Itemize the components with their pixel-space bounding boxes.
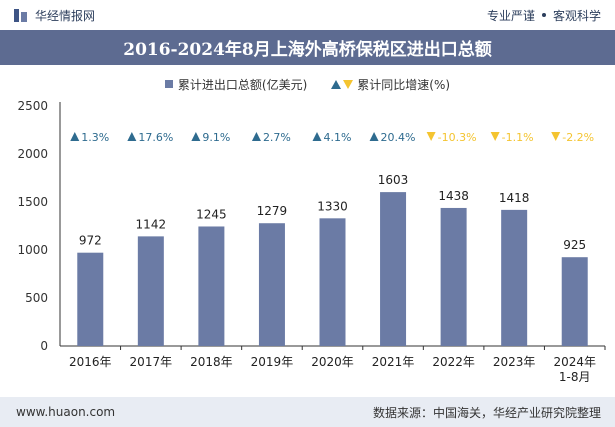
bar bbox=[380, 192, 407, 346]
bar-value-label: 972 bbox=[79, 234, 102, 248]
x-tick-label: 2018年 bbox=[190, 355, 233, 369]
brand: 华经情报网 bbox=[14, 7, 95, 24]
y-tick-label: 2000 bbox=[17, 147, 48, 161]
growth-up-marker bbox=[251, 132, 261, 141]
chart-title: 2016-2024年8月上海外高桥保税区进出口总额 bbox=[123, 40, 492, 60]
growth-label: -10.3% bbox=[438, 131, 477, 144]
bar-value-label: 1438 bbox=[438, 189, 469, 203]
growth-label: -1.1% bbox=[502, 131, 534, 144]
bar bbox=[319, 218, 346, 346]
bar bbox=[77, 252, 104, 346]
bar-value-label: 1330 bbox=[317, 199, 348, 213]
growth-label: -2.2% bbox=[562, 131, 594, 144]
slogan: 专业严谨 客观科学 bbox=[487, 7, 601, 24]
growth-label: 1.3% bbox=[81, 131, 109, 144]
bar bbox=[137, 236, 164, 346]
growth-down-marker bbox=[551, 132, 561, 141]
growth-label: 17.6% bbox=[138, 131, 173, 144]
bar-value-label: 1279 bbox=[257, 204, 288, 218]
top-bar: 华经情报网 专业严谨 客观科学 bbox=[0, 0, 615, 30]
legend-bar-label: 累计进出口总额(亿美元) bbox=[177, 77, 308, 92]
bar bbox=[258, 223, 285, 346]
slogan-right: 客观科学 bbox=[552, 8, 601, 23]
x-tick-label: 2019年 bbox=[251, 355, 294, 369]
legend: 累计进出口总额(亿美元) 累计同比增速(%) bbox=[0, 74, 615, 94]
x-tick-label: 2024年 bbox=[553, 355, 596, 369]
y-tick-label: 1000 bbox=[17, 243, 48, 257]
footer: www.huaon.com 数据来源：中国海关，华经产业研究院整理 bbox=[0, 397, 615, 427]
brand-logo-icon bbox=[14, 8, 27, 22]
bar bbox=[198, 226, 225, 346]
growth-label: 2.7% bbox=[263, 131, 291, 144]
x-tick-label: 2023年 bbox=[493, 355, 536, 369]
y-tick-label: 1500 bbox=[17, 195, 48, 209]
growth-up-marker bbox=[70, 132, 80, 141]
x-tick-label: 2020年 bbox=[311, 355, 354, 369]
growth-down-marker bbox=[426, 132, 436, 141]
x-tick-label: 2022年 bbox=[432, 355, 475, 369]
x-tick-label: 2016年 bbox=[69, 355, 112, 369]
triangle-up-icon bbox=[331, 79, 342, 89]
bar-chart: 0 500 1000 1500 2000 2500 972 2016年 1.3% 1142 2017… bbox=[17, 99, 606, 384]
growth-up-marker bbox=[127, 132, 137, 141]
bar-value-label: 1603 bbox=[378, 173, 409, 187]
slogan-left: 专业严谨 bbox=[486, 8, 535, 23]
bar bbox=[440, 207, 467, 346]
growth-up-marker bbox=[369, 132, 379, 141]
bar-value-label: 1245 bbox=[196, 207, 227, 221]
legend-item-growth: 累计同比增速(%) bbox=[331, 76, 450, 93]
x-tick-label: 1-8月 bbox=[559, 370, 591, 384]
bar bbox=[501, 209, 528, 346]
title-bar: 2016-2024年8月上海外高桥保税区进出口总额 bbox=[0, 30, 615, 65]
y-tick-label: 0 bbox=[40, 339, 48, 353]
growth-label: 4.1% bbox=[324, 131, 352, 144]
x-tick-label: 2021年 bbox=[372, 355, 415, 369]
brand-name: 华经情报网 bbox=[35, 8, 96, 23]
triangle-down-icon bbox=[343, 79, 354, 89]
bar-value-label: 1418 bbox=[499, 191, 530, 205]
growth-up-marker bbox=[191, 132, 201, 141]
growth-label: 20.4% bbox=[381, 131, 416, 144]
x-tick-label: 2017年 bbox=[130, 355, 173, 369]
y-tick-label: 500 bbox=[25, 291, 48, 305]
growth-label: 9.1% bbox=[202, 131, 230, 144]
legend-item-bars: 累计进出口总额(亿美元) bbox=[164, 76, 308, 93]
growth-up-marker bbox=[312, 132, 322, 141]
bar-swatch-icon bbox=[164, 80, 173, 88]
bar-value-label: 925 bbox=[563, 238, 586, 252]
growth-down-marker bbox=[490, 132, 500, 141]
footer-source: 数据来源：中国海关，华经产业研究院整理 bbox=[372, 405, 601, 420]
footer-website: www.huaon.com bbox=[16, 405, 116, 419]
separator-dot-icon bbox=[541, 13, 546, 17]
legend-growth-label: 累计同比增速(%) bbox=[357, 77, 451, 92]
bar bbox=[561, 257, 588, 346]
bar-value-label: 1142 bbox=[136, 217, 167, 231]
y-tick-label: 2500 bbox=[17, 99, 48, 113]
